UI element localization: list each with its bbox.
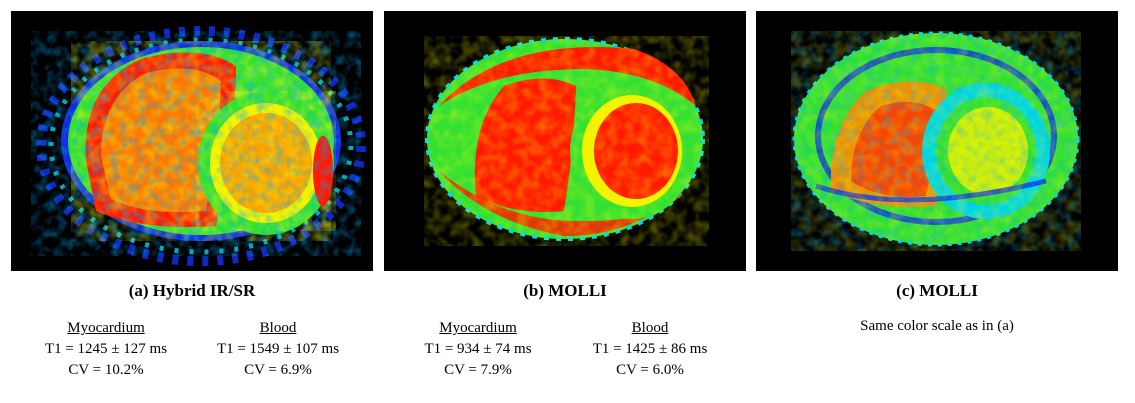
stats-heading: Myocardium: [439, 320, 517, 336]
stats-heading: Myocardium: [67, 320, 145, 336]
stats-cv: CV = 6.0%: [616, 362, 684, 378]
color-scale-note: Same color scale as in (a): [860, 318, 1014, 334]
stats-hybrid-myocardium: Myocardium T1 = 1245 ± 127 ms CV = 10.2%: [26, 318, 186, 381]
stats-t1: T1 = 934 ± 74 ms: [424, 341, 532, 357]
stats-cv: CV = 10.2%: [68, 362, 144, 378]
stats-heading: Blood: [631, 320, 669, 336]
caption-molli: (b) MOLLI: [523, 281, 607, 300]
stats-cv: CV = 6.9%: [244, 362, 312, 378]
stats-molli-blood: Blood T1 = 1425 ± 86 ms CV = 6.0%: [570, 318, 730, 381]
stats-hybrid-blood: Blood T1 = 1549 ± 107 ms CV = 6.9%: [198, 318, 358, 381]
caption-molli-same-scale: (c) MOLLI: [896, 281, 978, 300]
t1-map-molli: [384, 11, 746, 271]
stats-molli-myocardium: Myocardium T1 = 934 ± 74 ms CV = 7.9%: [398, 318, 558, 381]
t1-map-hybrid-ir-sr: [11, 11, 373, 271]
t1-map-molli-same-scale-image: [756, 11, 1118, 271]
t1-map-molli-same-scale: [756, 11, 1118, 271]
stats-heading: Blood: [259, 320, 297, 336]
t1-map-molli-image: [384, 11, 746, 271]
t1-map-hybrid-image: [11, 11, 373, 271]
caption-hybrid-ir-sr: (a) Hybrid IR/SR: [128, 281, 256, 300]
stats-t1: T1 = 1245 ± 127 ms: [44, 341, 168, 357]
stats-t1: T1 = 1549 ± 107 ms: [216, 341, 340, 357]
stats-cv: CV = 7.9%: [444, 362, 512, 378]
stats-t1: T1 = 1425 ± 86 ms: [592, 341, 708, 357]
